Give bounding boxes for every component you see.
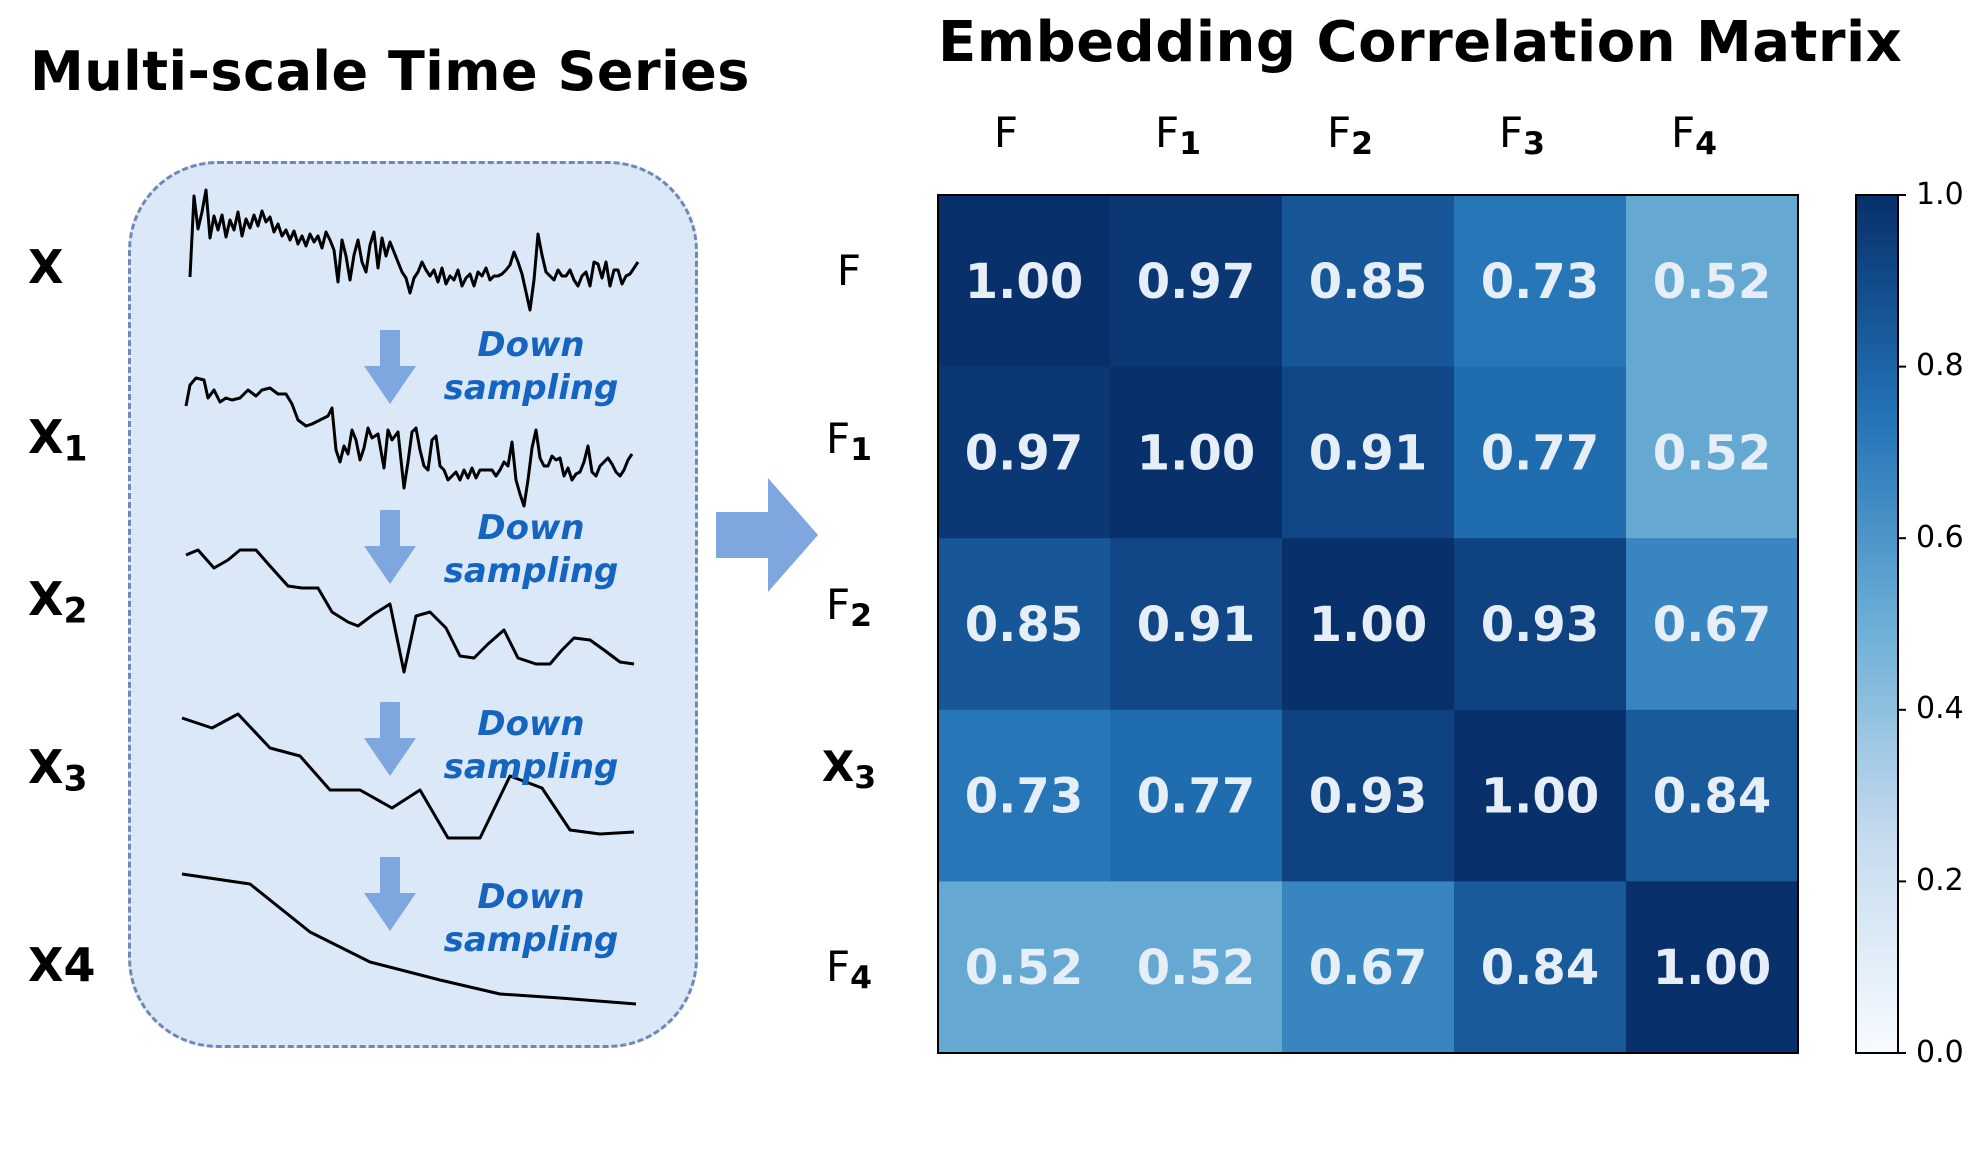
heatmap-cell bbox=[1110, 538, 1283, 711]
heatmap-cell bbox=[1626, 195, 1799, 368]
column-label: F4 bbox=[1670, 108, 1718, 162]
heatmap-value-label: 0.93 bbox=[1309, 769, 1427, 825]
down-arrow-icon bbox=[364, 857, 416, 931]
colorbar-tick-label: 0.6 bbox=[1916, 520, 1964, 555]
heatmap-value-label: 0.85 bbox=[1309, 254, 1427, 310]
heatmap-cell bbox=[938, 709, 1111, 882]
left-title: Multi-scale Time Series bbox=[30, 40, 750, 103]
heatmap-value-label: 0.77 bbox=[1481, 425, 1599, 481]
downsampling-arrows bbox=[364, 330, 416, 931]
heatmap-cell bbox=[1110, 881, 1283, 1054]
heatmap-cell bbox=[1626, 881, 1799, 1054]
series-line-x bbox=[188, 188, 640, 312]
heatmap-value-label: 0.84 bbox=[1653, 769, 1771, 825]
heatmap-cell bbox=[938, 195, 1111, 368]
downsampling-label: Down sampling bbox=[443, 877, 619, 960]
right-arrow-icon bbox=[716, 478, 818, 592]
heatmap-cell bbox=[1110, 366, 1283, 539]
colorbar-tick-label: 0.4 bbox=[1916, 691, 1964, 726]
heatmap-value-label: 0.67 bbox=[1653, 597, 1771, 653]
column-label: F bbox=[993, 108, 1019, 157]
heatmap-cell bbox=[1282, 881, 1455, 1054]
row-label: F2 bbox=[825, 580, 873, 634]
heatmap-value-label: 1.00 bbox=[965, 254, 1083, 310]
series-label-x2: X2 bbox=[28, 572, 88, 632]
heatmap-cell bbox=[1282, 538, 1455, 711]
heatmap-value-label: 0.52 bbox=[1653, 425, 1771, 481]
column-label: F2 bbox=[1326, 108, 1374, 162]
heatmap-cell bbox=[1454, 709, 1627, 882]
colorbar bbox=[1855, 194, 1899, 1054]
time-series-lines bbox=[181, 188, 640, 1006]
heatmap-cell bbox=[1454, 538, 1627, 711]
series-label-x3: X3 bbox=[28, 740, 88, 800]
series-label-x1: X1 bbox=[28, 410, 88, 470]
heatmap-value-label: 0.85 bbox=[965, 597, 1083, 653]
series-line-x3 bbox=[181, 712, 635, 840]
heatmap-cell bbox=[1282, 366, 1455, 539]
heatmap-value-label: 0.91 bbox=[1309, 425, 1427, 481]
series-label-x4: X4 bbox=[28, 938, 96, 992]
heatmap-cell bbox=[1454, 366, 1627, 539]
heatmap-cell bbox=[1110, 195, 1283, 368]
heatmap-value-label: 0.67 bbox=[1309, 940, 1427, 996]
heatmap-value-label: 0.77 bbox=[1137, 769, 1255, 825]
series-line-x4 bbox=[181, 872, 637, 1006]
heatmap-cell bbox=[1626, 366, 1799, 539]
downsampling-label: Down sampling bbox=[443, 325, 619, 408]
heatmap-value-label: 1.00 bbox=[1137, 425, 1255, 481]
series-panel bbox=[128, 161, 698, 1048]
row-label: X3 bbox=[821, 742, 877, 796]
row-label: F4 bbox=[825, 942, 873, 996]
series-line-x1 bbox=[184, 376, 634, 508]
heatmap-value-label: 0.97 bbox=[965, 425, 1083, 481]
row-label: F1 bbox=[825, 414, 873, 468]
heatmap-cell bbox=[1282, 195, 1455, 368]
heatmap-value-label: 0.97 bbox=[1137, 254, 1255, 310]
down-arrow-icon bbox=[364, 702, 416, 776]
column-label: F1 bbox=[1154, 108, 1202, 162]
heatmap-cell bbox=[1626, 538, 1799, 711]
down-arrow-icon bbox=[364, 330, 416, 404]
row-label: F bbox=[836, 246, 862, 295]
downsampling-label: Down sampling bbox=[443, 508, 619, 591]
heatmap-value-label: 0.73 bbox=[965, 769, 1083, 825]
colorbar-tick-label: 0.0 bbox=[1916, 1035, 1964, 1070]
heatmap-value-label: 0.91 bbox=[1137, 597, 1255, 653]
heatmap-value-label: 0.93 bbox=[1481, 597, 1599, 653]
heatmap-cell bbox=[1626, 709, 1799, 882]
heatmap-cell bbox=[938, 881, 1111, 1054]
chart-title: Embedding Correlation Matrix bbox=[938, 10, 1903, 75]
heatmap-cell bbox=[1282, 709, 1455, 882]
heatmap-cell bbox=[1454, 881, 1627, 1054]
heatmap-value-label: 0.84 bbox=[1481, 940, 1599, 996]
heatmap-value-label: 1.00 bbox=[1309, 597, 1427, 653]
colorbar-tick-label: 1.0 bbox=[1916, 177, 1964, 212]
heatmap-value-label: 0.52 bbox=[965, 940, 1083, 996]
heatmap-cell bbox=[1454, 195, 1627, 368]
heatmap-value-label: 0.52 bbox=[1653, 254, 1771, 310]
down-arrow-icon bbox=[364, 510, 416, 584]
heatmap-frame bbox=[937, 194, 1799, 1054]
heatmap-value-label: 0.73 bbox=[1481, 254, 1599, 310]
downsampling-label: Down sampling bbox=[443, 704, 619, 787]
heatmap-value-label: 1.00 bbox=[1481, 769, 1599, 825]
heatmap-cell bbox=[1110, 709, 1283, 882]
heatmap-value-label: 1.00 bbox=[1653, 940, 1771, 996]
series-label-x: X bbox=[28, 240, 64, 294]
heatmap-value-label: 0.52 bbox=[1137, 940, 1255, 996]
heatmap-cell bbox=[938, 366, 1111, 539]
colorbar-tick-label: 0.2 bbox=[1916, 863, 1964, 898]
heatmap-cell bbox=[938, 538, 1111, 711]
series-line-x2 bbox=[185, 548, 635, 674]
colorbar-tick-label: 0.8 bbox=[1916, 348, 1964, 383]
column-label: F3 bbox=[1498, 108, 1546, 162]
